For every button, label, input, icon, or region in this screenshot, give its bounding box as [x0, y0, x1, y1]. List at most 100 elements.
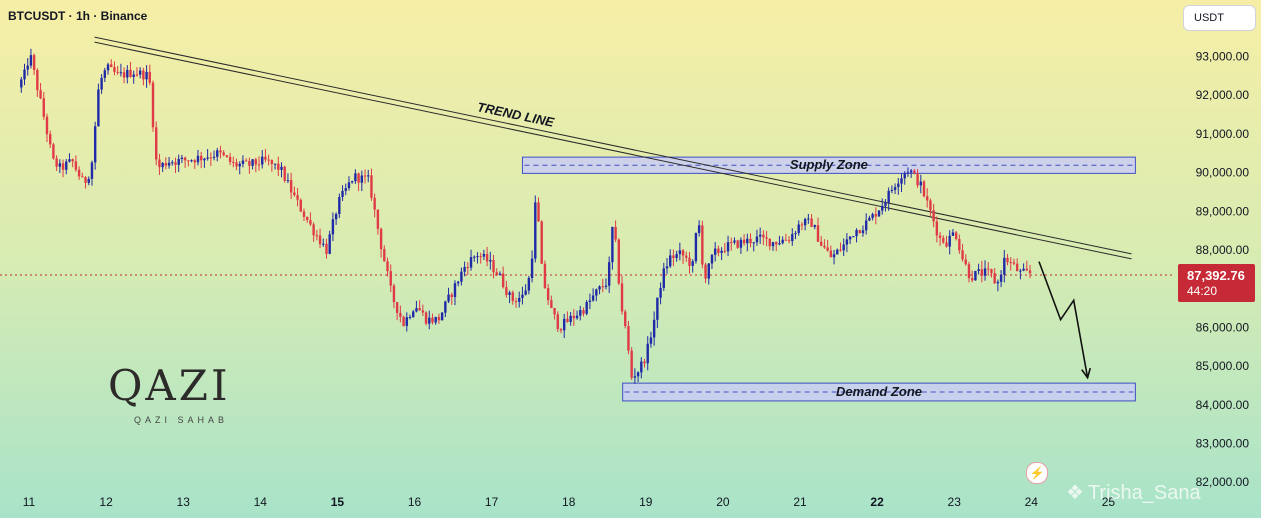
candle-body: [161, 163, 164, 168]
candle-body: [363, 175, 367, 177]
candle-body: [309, 220, 312, 225]
candle-body: [508, 292, 511, 295]
candle-body: [987, 268, 990, 270]
candle-body: [624, 311, 627, 327]
candle-body: [964, 259, 967, 265]
candle-body: [675, 254, 678, 259]
candle-body: [794, 233, 797, 235]
candle-body: [858, 229, 861, 234]
candle-body: [974, 270, 977, 281]
candle-body: [42, 98, 45, 117]
candle-body: [482, 253, 486, 257]
candle-body: [575, 315, 579, 319]
time-tick-label: 12: [99, 495, 113, 509]
candle-body: [784, 239, 788, 241]
candle-body: [485, 253, 489, 262]
candle-body: [370, 175, 373, 198]
price-tick-label: 90,000.00: [1196, 166, 1250, 180]
current-price-badge: 87,392.76 44:20: [1178, 264, 1255, 302]
candle-body: [84, 177, 87, 183]
candle-body: [897, 183, 900, 188]
candle-body: [325, 243, 328, 254]
candle-body: [569, 315, 572, 322]
zone-box[interactable]: [521, 156, 1136, 174]
candle-body: [306, 216, 309, 221]
projection-path[interactable]: [1038, 261, 1089, 378]
candle-body: [148, 71, 151, 83]
candle-body: [906, 172, 910, 174]
time-tick-label: 25: [1102, 495, 1116, 509]
candle-body: [951, 232, 955, 236]
candle-body: [177, 158, 180, 165]
candle-body: [20, 79, 23, 88]
candle-body: [1019, 270, 1022, 272]
candle-body: [707, 263, 710, 279]
candle-body: [945, 242, 948, 247]
candle-body: [733, 240, 736, 243]
candle-body: [315, 235, 319, 237]
candle-body: [839, 249, 842, 251]
candle-body: [755, 236, 759, 243]
candle-body: [688, 257, 691, 266]
candle-body: [585, 301, 588, 314]
candle-body: [501, 273, 505, 288]
trend-line-lower[interactable]: [94, 41, 1132, 260]
candle-body: [354, 173, 357, 182]
candle-body: [71, 159, 74, 162]
candle-body: [893, 187, 897, 190]
candle-body: [110, 64, 113, 68]
candle-body: [408, 317, 412, 319]
trend-line-upper[interactable]: [94, 36, 1132, 255]
candle-body: [386, 261, 389, 272]
candle-body: [29, 55, 33, 66]
candle-body: [415, 308, 418, 312]
candle-body: [81, 176, 84, 178]
candle-body: [283, 166, 286, 181]
candle-body: [466, 267, 470, 269]
candle-body: [440, 312, 444, 321]
candle-body: [537, 202, 540, 222]
candle-body: [579, 310, 582, 316]
candle-body: [49, 134, 52, 145]
candle-body: [1006, 257, 1009, 263]
flash-icon[interactable]: ⚡: [1026, 462, 1048, 484]
candle-body: [611, 226, 614, 263]
candle-body: [469, 257, 473, 268]
candle-body: [842, 244, 845, 251]
candle-body: [990, 269, 993, 274]
candle-body: [489, 259, 492, 262]
candle-body: [203, 158, 206, 161]
candle-body: [691, 261, 694, 266]
candle-body: [656, 297, 659, 320]
candle-body: [665, 266, 669, 269]
candle-body: [845, 239, 849, 245]
candle-body: [942, 237, 945, 243]
candle-body: [617, 239, 621, 284]
candle-body: [299, 199, 302, 212]
currency-selector-button[interactable]: USDT: [1183, 5, 1256, 31]
candle-body: [836, 249, 839, 255]
candle-body: [607, 262, 611, 286]
candle-body: [563, 318, 566, 331]
candle-body: [183, 157, 187, 161]
price-tick-label: 91,000.00: [1196, 127, 1250, 141]
candle-body: [264, 156, 267, 160]
candle-body: [977, 269, 980, 271]
candle-body: [350, 181, 354, 183]
price-tick-label: 89,000.00: [1196, 204, 1250, 218]
time-tick-label: 20: [716, 495, 730, 509]
projection-arrowhead: [1081, 367, 1092, 380]
candle-body: [511, 292, 515, 302]
candle-body: [389, 271, 392, 286]
candle-body: [338, 196, 341, 214]
candle-body: [697, 225, 701, 234]
candle-body: [334, 213, 338, 220]
price-tick-label: 83,000.00: [1196, 437, 1250, 451]
candle-body: [267, 159, 270, 161]
candle-body: [871, 214, 874, 218]
candle-body: [961, 250, 964, 260]
candle-body: [145, 71, 148, 80]
candle-body: [1025, 268, 1029, 271]
candle-body: [437, 316, 441, 321]
